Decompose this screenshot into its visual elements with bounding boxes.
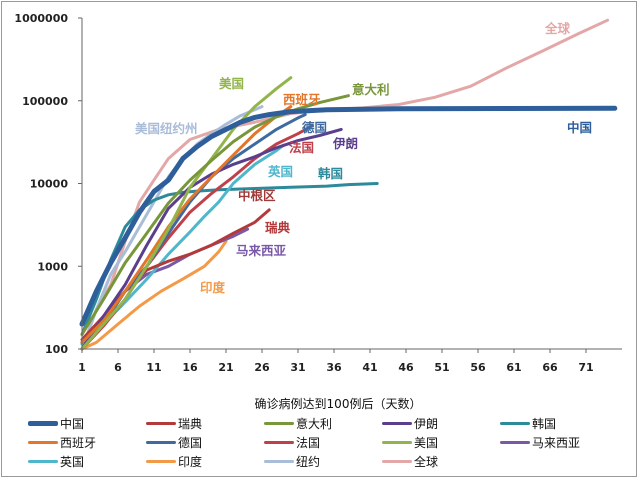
x-tick-label: 26 <box>254 361 270 374</box>
legend-swatch <box>28 459 58 463</box>
legend: 中国 瑞典 意大利 伊朗 韩国西班牙 德国 法国 美国 马来西亚英国 印度 纽约 全球 <box>28 414 628 476</box>
legend-item: 德国 <box>146 433 202 451</box>
legend-label: 意大利 <box>296 416 333 431</box>
legend-swatch <box>382 421 412 425</box>
x-tick-label: 16 <box>182 361 198 374</box>
legend-item: 瑞典 <box>146 414 202 432</box>
x-tick-label: 46 <box>398 361 414 374</box>
x-tick-label: 11 <box>146 361 161 374</box>
annotation-label: 马来西亚 <box>236 243 287 258</box>
legend-item: 意大利 <box>264 414 332 432</box>
legend-item: 印度 <box>146 452 202 470</box>
legend-label: 韩国 <box>532 416 557 431</box>
legend-item: 纽约 <box>264 452 320 470</box>
legend-label: 法国 <box>296 435 321 450</box>
x-tick-label: 6 <box>114 361 122 374</box>
legend-swatch <box>146 440 176 444</box>
annotation-label: 法国 <box>289 140 314 155</box>
legend-swatch <box>500 440 530 444</box>
legend-item: 韩国 <box>500 414 556 432</box>
annotation-label: 中根区 <box>238 188 276 203</box>
y-tick-label: 100 <box>45 343 68 356</box>
legend-swatch <box>500 421 530 425</box>
legend-label: 西班牙 <box>60 435 97 450</box>
annotation-label: 印度 <box>200 280 226 295</box>
legend-label: 中国 <box>60 416 85 431</box>
annotation-label: 美国 <box>219 76 244 91</box>
legend-label: 全球 <box>414 454 439 469</box>
legend-swatch <box>264 421 294 425</box>
legend-swatch <box>382 440 412 444</box>
legend-swatch <box>264 459 294 463</box>
x-tick-label: 1 <box>78 361 86 374</box>
x-tick-label: 66 <box>542 361 558 374</box>
series-line-法国 <box>80 124 314 351</box>
legend-label: 德国 <box>178 435 203 450</box>
legend-item: 全球 <box>382 452 438 470</box>
legend-swatch <box>28 420 58 426</box>
x-tick-label: 51 <box>434 361 449 374</box>
annotation-label: 西班牙 <box>283 92 321 107</box>
annotation-label: 德国 <box>302 120 327 135</box>
legend-item: 伊朗 <box>382 414 438 432</box>
y-tick-label: 1000000 <box>14 12 68 25</box>
annotation-label: 韩国 <box>318 166 343 181</box>
series-line-伊朗 <box>80 127 343 351</box>
y-tick-label: 10000 <box>30 178 69 191</box>
x-tick-label: 41 <box>362 361 377 374</box>
series-line-美国 <box>80 76 293 351</box>
legend-label: 纽约 <box>296 454 321 469</box>
legend-label: 美国 <box>414 435 439 450</box>
legend-item: 马来西亚 <box>500 433 580 451</box>
legend-label: 伊朗 <box>414 416 439 431</box>
legend-swatch <box>146 421 176 425</box>
y-tick-label: 1000 <box>37 260 68 273</box>
legend-label: 印度 <box>178 454 203 469</box>
legend-item: 美国 <box>382 433 438 451</box>
annotation-label: 伊朗 <box>332 136 358 151</box>
series-line-中国 <box>79 105 618 327</box>
x-tick-label: 31 <box>290 361 305 374</box>
legend-label: 英国 <box>60 454 85 469</box>
annotation-label: 中国 <box>567 120 592 135</box>
legend-item: 中国 <box>28 414 84 432</box>
x-tick-label: 61 <box>506 361 521 374</box>
annotation-label: 英国 <box>268 164 293 179</box>
x-tick-label: 71 <box>578 361 593 374</box>
annotation-label: 瑞典 <box>265 220 291 235</box>
x-tick-label: 21 <box>218 361 233 374</box>
series-line-西班牙 <box>80 105 293 344</box>
legend-item: 法国 <box>264 433 320 451</box>
legend-item: 西班牙 <box>28 433 96 451</box>
y-tick-label: 100000 <box>22 95 68 108</box>
legend-label: 马来西亚 <box>532 435 581 450</box>
x-tick-label: 36 <box>326 361 342 374</box>
series-layer <box>79 18 618 351</box>
legend-label: 瑞典 <box>178 416 203 431</box>
legend-swatch <box>264 440 294 444</box>
legend-swatch <box>28 440 58 444</box>
annotation-label: 全球 <box>544 21 571 36</box>
series-line-印度 <box>80 239 228 351</box>
legend-swatch <box>382 459 412 463</box>
x-tick-label: 56 <box>470 361 486 374</box>
annotation-label: 美国纽约州 <box>135 121 198 136</box>
x-axis-title: 确诊病例达到100例后（天数） <box>255 396 422 411</box>
annotation-label: 意大利 <box>352 82 390 97</box>
legend-swatch <box>146 459 176 463</box>
legend-item: 英国 <box>28 452 84 470</box>
